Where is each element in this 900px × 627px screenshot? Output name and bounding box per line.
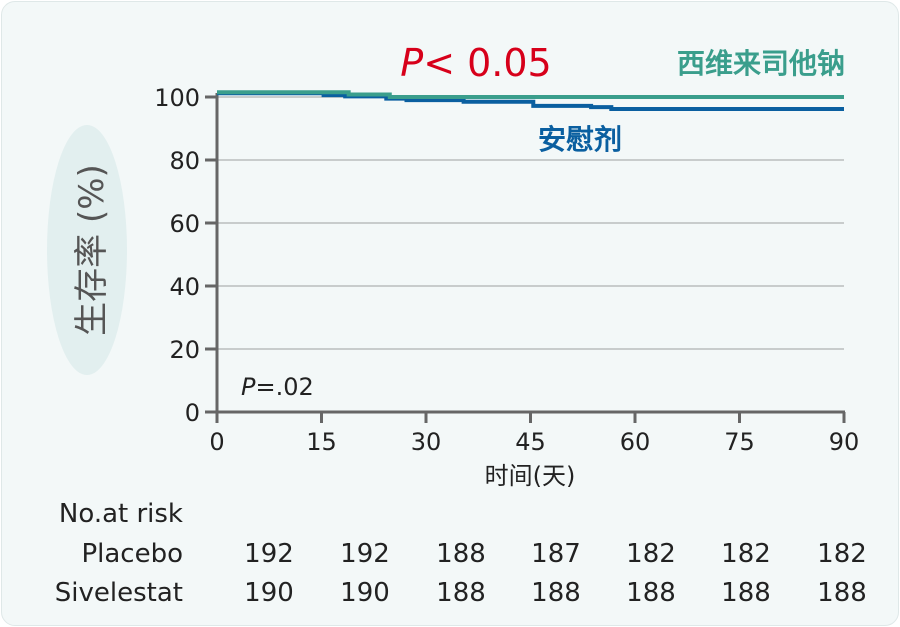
- y-tick-label: 80: [169, 147, 200, 175]
- x-tick-label: 0: [209, 428, 224, 456]
- x-tick-label: 15: [306, 428, 337, 456]
- risk-cell: 192: [244, 539, 294, 569]
- risk-cell: 182: [626, 539, 676, 569]
- risk-cell: 182: [817, 539, 867, 569]
- x-tick-label: 30: [411, 428, 442, 456]
- legend-placebo: 安慰剂: [538, 123, 622, 156]
- x-tick-label: 75: [724, 428, 755, 456]
- risk-cell: 188: [436, 578, 486, 608]
- risk-cell: 182: [721, 539, 771, 569]
- km-curve-sivelestat: [217, 90, 844, 99]
- risk-cell: 190: [340, 578, 390, 608]
- x-tick-label: 90: [829, 428, 860, 456]
- risk-cell: 188: [436, 539, 486, 569]
- risk-cell: 188: [817, 578, 867, 608]
- y-tick-label: 40: [169, 273, 200, 301]
- y-tick-label: 100: [154, 84, 200, 112]
- risk-cell: 188: [626, 578, 676, 608]
- risk-cell: 187: [531, 539, 581, 569]
- y-tick-label: 60: [169, 210, 200, 238]
- x-tick-label: 60: [620, 428, 651, 456]
- risk-row-label: Placebo: [81, 539, 183, 569]
- x-axis-label: 时间(天): [485, 462, 576, 490]
- risk-cell: 190: [244, 578, 294, 608]
- y-tick-label: 20: [169, 336, 200, 364]
- km-curve-placebo: [217, 91, 844, 111]
- x-tick-label: 45: [515, 428, 546, 456]
- risk-cell: 188: [721, 578, 771, 608]
- risk-row-label: Sivelestat: [55, 578, 183, 608]
- p-value-main: P< 0.05: [400, 41, 551, 85]
- risk-table-title: No.at risk: [59, 499, 183, 529]
- y-tick-label: 0: [185, 399, 200, 427]
- risk-cell: 188: [531, 578, 581, 608]
- ylabel-bubble: [47, 125, 127, 375]
- y-axis-label: 生存率 (%): [72, 164, 112, 336]
- legend-sivelestat: 西维来司他钠: [677, 47, 845, 80]
- risk-cell: 192: [340, 539, 390, 569]
- p-value-inner: P=.02: [241, 373, 314, 401]
